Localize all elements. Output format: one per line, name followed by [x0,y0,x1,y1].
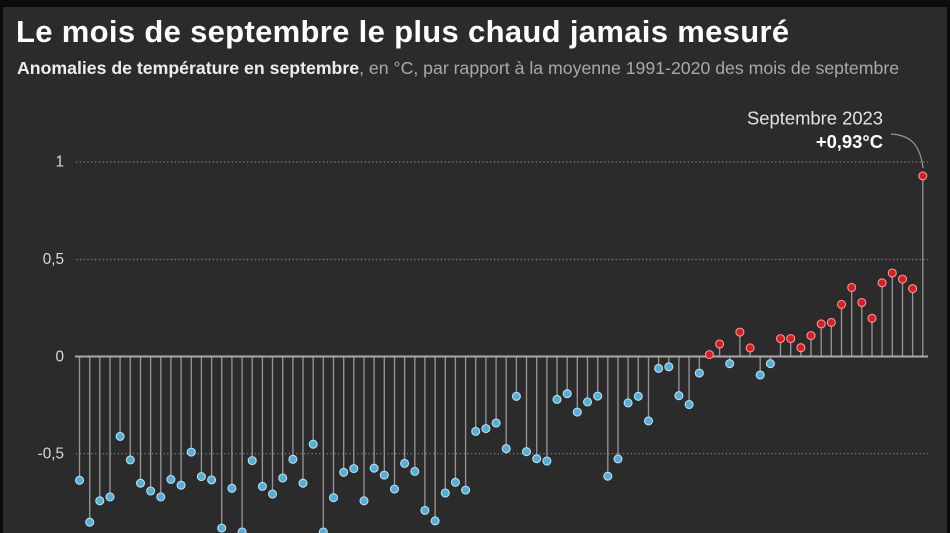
svg-text:Septembre 2023: Septembre 2023 [747,108,883,129]
svg-text:-0,5: -0,5 [38,446,64,463]
svg-text:+0,93°C: +0,93°C [816,131,883,152]
svg-text:1: 1 [55,154,64,171]
svg-text:0,5: 0,5 [43,251,64,268]
svg-text:0: 0 [55,349,64,366]
